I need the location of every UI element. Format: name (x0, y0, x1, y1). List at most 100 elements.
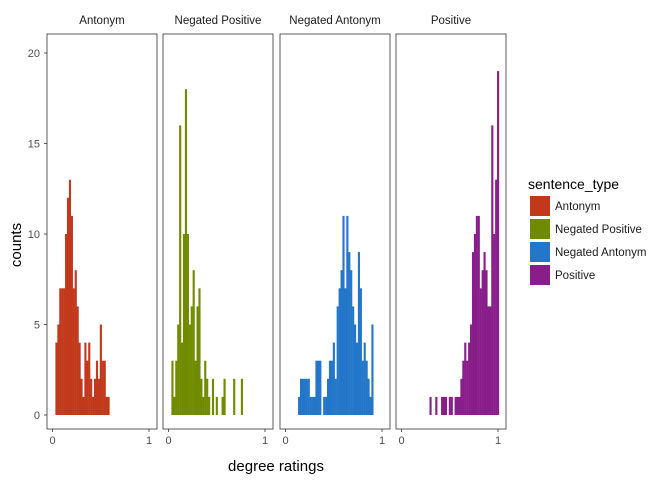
histogram-bar (311, 396, 314, 415)
facet-strip-label: Positive (431, 15, 471, 27)
histogram-bar (301, 378, 305, 415)
histogram-bar (359, 288, 362, 415)
histogram-bar (65, 234, 68, 415)
histogram-bar (479, 288, 482, 415)
facet-strip-label: Antonym (79, 15, 124, 27)
histogram-bar (313, 396, 316, 415)
histogram-bar (471, 252, 475, 415)
histogram-bar (182, 234, 186, 415)
histogram-bar (175, 360, 178, 415)
histogram-bar (233, 378, 236, 415)
histogram-bar (186, 234, 189, 415)
histogram-bar (497, 71, 500, 415)
histogram-bar (454, 396, 457, 415)
histogram-bar (352, 306, 355, 415)
histogram-bar (371, 324, 374, 415)
y-tick-label: 10 (28, 229, 40, 241)
histogram-bar (328, 360, 332, 415)
histogram-bar (303, 378, 306, 415)
histogram-bar (483, 252, 486, 415)
histogram-bar (202, 396, 205, 415)
histogram-bar (448, 396, 451, 415)
histogram-bar (485, 270, 488, 415)
histogram-bar (190, 306, 193, 415)
histogram-bar (181, 342, 184, 415)
facet-panel: Negated Positive 0 1 (162, 15, 274, 447)
legend-title: sentence_type (528, 176, 619, 192)
histogram-bar (61, 288, 64, 415)
x-tick-label: 0 (282, 435, 288, 447)
histogram-bar (66, 197, 70, 415)
histogram-bar (59, 288, 62, 415)
histogram-bar (82, 396, 85, 415)
histogram-bar (211, 378, 215, 415)
histogram-bar (76, 306, 79, 415)
histogram-bar (456, 396, 459, 415)
histogram-bar (336, 306, 339, 415)
histogram-bar (86, 360, 89, 415)
histogram-bar (487, 306, 490, 415)
y-axis: 0 5 10 15 20 (28, 48, 47, 422)
histogram-bar (323, 396, 326, 415)
histogram-bar (206, 378, 209, 415)
histogram-bar (470, 324, 473, 415)
histogram-bar (357, 252, 361, 415)
histogram-bar (344, 288, 347, 415)
histogram-bar (319, 360, 322, 415)
histogram-bar (299, 378, 303, 415)
histogram-bar (489, 306, 492, 415)
legend-label: Antonym (555, 201, 600, 213)
histogram-bar (325, 396, 328, 415)
histogram-bar (464, 342, 467, 415)
histogram-bar (365, 360, 368, 415)
histogram-bar (350, 270, 353, 415)
panel-border (279, 33, 391, 430)
histogram-bar (342, 215, 345, 415)
histogram-bar (55, 342, 58, 415)
legend-label: Positive (555, 270, 595, 282)
x-axis-title: degree ratings (228, 458, 324, 475)
x-tick-label: 0 (398, 435, 404, 447)
legend-swatch (530, 196, 550, 216)
histogram-bar (475, 215, 478, 415)
y-tick-label: 0 (34, 410, 40, 422)
histogram-bar (367, 378, 370, 415)
histogram-bar (429, 396, 432, 415)
histogram-bar (354, 324, 357, 415)
histogram-bar (298, 396, 301, 415)
x-tick-label: 1 (262, 435, 268, 447)
histogram-bar (460, 378, 463, 415)
histogram-bar (184, 89, 188, 415)
panel-border (395, 33, 507, 430)
histogram-bar (72, 288, 75, 415)
histogram-bar (317, 360, 320, 415)
y-tick-label: 5 (34, 320, 40, 332)
histogram-bar (493, 234, 496, 415)
panel-border (46, 33, 158, 430)
legend-swatch (530, 219, 550, 239)
histogram-bar (473, 234, 477, 415)
facet-strip-label: Negated Antonym (289, 15, 380, 27)
legend-swatch (530, 265, 550, 285)
legend-label: Negated Antonym (555, 247, 646, 259)
histogram-bar (179, 125, 182, 416)
histogram-bar (177, 324, 180, 415)
histogram-bar (208, 396, 211, 415)
histogram-bar (450, 396, 453, 415)
histogram-bar (215, 396, 218, 415)
x-tick-label: 1 (379, 435, 385, 447)
histogram-bar (97, 378, 100, 415)
histogram-bar (326, 378, 330, 415)
histogram-bar (105, 396, 108, 415)
histogram-bar (309, 396, 312, 415)
histogram-bar (481, 270, 484, 415)
legend-swatch (530, 242, 550, 262)
histogram-bar (196, 306, 199, 415)
histogram-bar (355, 342, 359, 415)
histogram-bar (70, 215, 73, 415)
histogram-bar (240, 378, 244, 415)
histogram-bar (78, 342, 81, 415)
histogram-bar (363, 342, 366, 415)
